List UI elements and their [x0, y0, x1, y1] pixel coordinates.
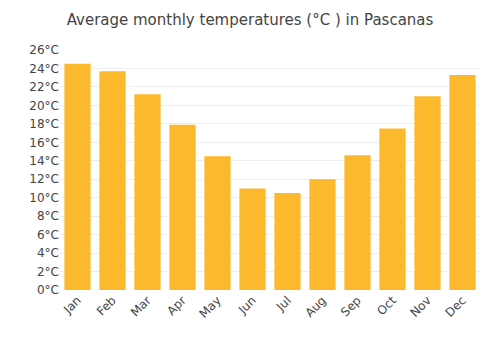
svg-text:Nov: Nov: [407, 293, 433, 319]
svg-text:20°C: 20°C: [29, 99, 59, 113]
svg-text:24°C: 24°C: [29, 62, 59, 76]
svg-text:May: May: [196, 293, 223, 320]
svg-text:10°C: 10°C: [29, 191, 59, 205]
svg-text:12°C: 12°C: [29, 172, 59, 186]
svg-text:Average monthly temperatures (: Average monthly temperatures (°C ) in Pa…: [67, 11, 434, 29]
svg-text:14°C: 14°C: [29, 154, 59, 168]
svg-text:Apr: Apr: [164, 293, 189, 318]
svg-text:Jul: Jul: [273, 293, 294, 314]
svg-text:Feb: Feb: [94, 293, 119, 318]
svg-text:Sep: Sep: [338, 293, 364, 319]
svg-text:26°C: 26°C: [29, 43, 59, 57]
svg-text:8°C: 8°C: [37, 209, 59, 223]
svg-text:Aug: Aug: [302, 293, 328, 319]
svg-text:Jun: Jun: [235, 293, 259, 317]
svg-text:Jan: Jan: [60, 293, 84, 317]
svg-text:4°C: 4°C: [37, 246, 59, 260]
svg-text:22°C: 22°C: [29, 80, 59, 94]
svg-text:18°C: 18°C: [29, 117, 59, 131]
svg-text:16°C: 16°C: [29, 136, 59, 150]
svg-text:Dec: Dec: [443, 293, 469, 319]
svg-text:2°C: 2°C: [37, 265, 59, 279]
svg-text:6°C: 6°C: [37, 228, 59, 242]
svg-text:Oct: Oct: [374, 293, 399, 318]
svg-text:Mar: Mar: [128, 293, 154, 319]
svg-text:0°C: 0°C: [37, 283, 59, 297]
